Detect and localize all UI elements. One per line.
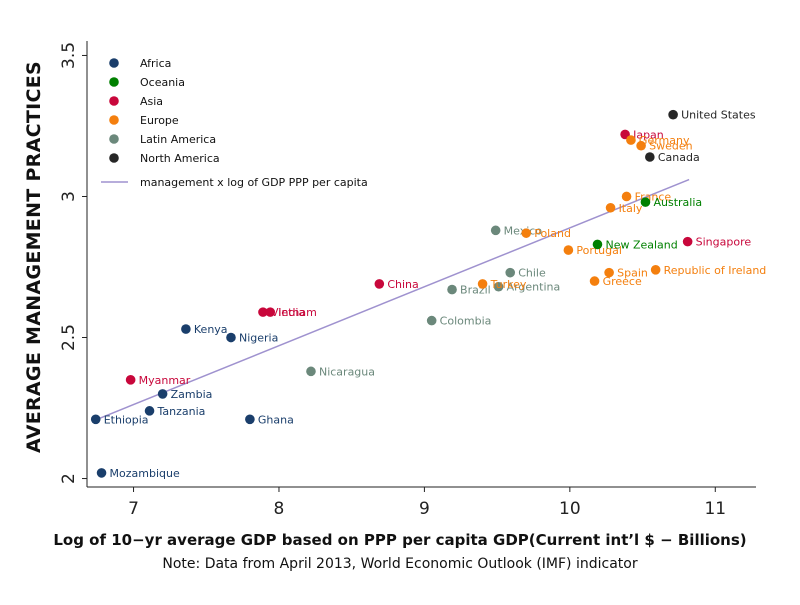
point-label: New Zealand [605, 238, 677, 251]
data-point [96, 468, 107, 478]
point-label: Poland [534, 227, 571, 240]
legend-marker [109, 153, 119, 163]
legend-label: Latin America [140, 133, 216, 146]
x-tick-label: 11 [704, 499, 726, 519]
point-label: Argentina [507, 281, 561, 294]
data-point [125, 375, 136, 385]
point-label: Italy [619, 202, 643, 215]
data-point [265, 307, 276, 317]
data-point [640, 197, 651, 207]
point-label: Portugal [576, 244, 622, 257]
point-label: United States [681, 109, 756, 122]
source-note: Note: Data from April 2013, World Econom… [162, 556, 638, 572]
point-label: Zambia [171, 388, 213, 401]
data-point [90, 414, 101, 425]
data-point [447, 284, 457, 295]
x-tick-label: 9 [419, 499, 430, 519]
x-tick-label: 8 [274, 499, 285, 519]
legend-marker [109, 96, 119, 106]
data-point [490, 225, 501, 236]
data-point [505, 267, 516, 278]
point-label: Japan [632, 128, 664, 141]
data-point [144, 406, 155, 416]
data-point [258, 307, 268, 317]
data-point [306, 366, 316, 377]
data-point [374, 279, 385, 289]
data-point [477, 279, 488, 289]
legend-label: North America [140, 152, 220, 165]
point-label: Spain [617, 267, 648, 280]
x-axis-title: Log of 10−yr average GDP based on PPP pe… [53, 531, 747, 549]
x-tick-label: 10 [559, 499, 581, 519]
data-point [605, 202, 616, 213]
data-point [636, 140, 646, 151]
point-label: Sweden [649, 140, 692, 153]
data-point [668, 109, 678, 120]
legend-label: Europe [140, 114, 179, 127]
data-point [589, 276, 600, 286]
point-label: Nigeria [239, 332, 278, 345]
point-label: Canada [658, 151, 700, 164]
y-tick-label: 3.5 [59, 42, 79, 69]
point-label: Vietnam [271, 306, 317, 319]
scatter-chart: 7 8 9 10 11 2 2.5 3 3.5 AVERAGE MANAGEMENT PRACTI… [23, 41, 767, 519]
data-point [645, 152, 655, 162]
point-label: Nicaragua [319, 365, 375, 378]
legend-label: management x log of GDP PPP per capita [140, 176, 368, 189]
legend-marker [109, 134, 119, 144]
point-label: Tanzania [157, 405, 206, 418]
point-label: Greece [603, 275, 642, 288]
point-label: Kenya [194, 323, 228, 336]
point-label: Myanmar [139, 374, 191, 387]
y-tick-label: 3 [59, 191, 79, 202]
point-label: Republic of Ireland [664, 264, 767, 277]
point-label: Ethiopia [104, 413, 149, 426]
data-point [682, 236, 693, 247]
data-point [181, 324, 191, 334]
y-tick-label: 2.5 [59, 324, 79, 351]
point-label: Colombia [440, 315, 492, 328]
legend-label: Africa [140, 57, 171, 70]
legend-marker [109, 115, 119, 125]
fit-line [96, 178, 690, 421]
legend-label: Oceania [140, 76, 185, 89]
data-point [245, 414, 255, 425]
point-label: India [278, 306, 305, 319]
data-point [650, 265, 661, 275]
data-point [226, 332, 236, 343]
data-point [592, 239, 603, 250]
data-point [493, 281, 504, 292]
legend-label: Asia [140, 95, 163, 108]
y-axis-title: AVERAGE MANAGEMENT PRACTICES [23, 61, 45, 453]
point-label: Mozambique [110, 467, 180, 480]
point-label: China [387, 278, 418, 291]
data-point [621, 191, 632, 202]
data-point [604, 267, 614, 278]
data-point [521, 228, 532, 238]
data-point [157, 389, 168, 399]
data-point [626, 135, 636, 145]
x-tick-label: 7 [128, 499, 139, 519]
legend-marker [109, 58, 119, 68]
point-label: Singapore [696, 236, 752, 249]
data-point [563, 245, 574, 255]
point-label: Australia [653, 196, 702, 209]
point-label: Germany [639, 134, 690, 147]
point-label: Chile [518, 267, 546, 280]
data-point [426, 315, 437, 326]
point-label: Ghana [258, 413, 294, 426]
legend-marker [109, 77, 119, 87]
point-label: Turkey [490, 278, 527, 291]
y-tick-label: 2 [59, 473, 79, 484]
